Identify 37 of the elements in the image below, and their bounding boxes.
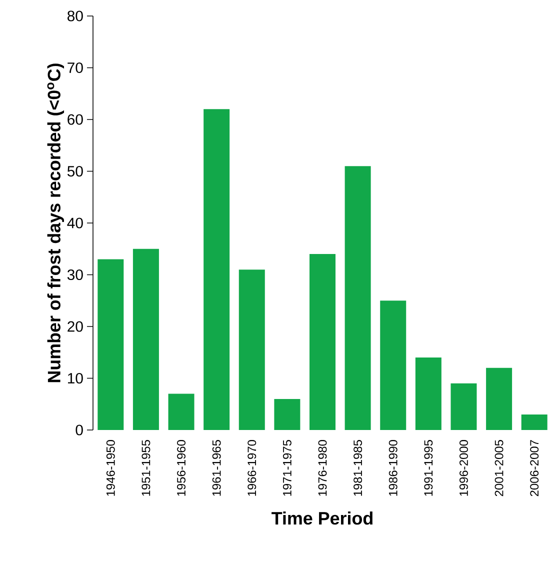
bar [132, 248, 159, 430]
bar [380, 300, 406, 430]
y-tick-label: 20 [68, 321, 83, 332]
bar [168, 394, 194, 430]
y-axis-title: Number of frost days recorded (<0$^{o}$C) [47, 64, 64, 382]
x-axis-title: Time Period [272, 512, 372, 525]
y-tick-label: 60 [68, 114, 83, 125]
x-tick-label: 2001-2005 [494, 440, 504, 496]
x-tick-label: 1961-1965 [212, 440, 221, 496]
y-tick-label: 0 [76, 424, 83, 436]
x-tick-label: 1996-2000 [460, 440, 468, 496]
y-tick-label: 40 [67, 218, 83, 228]
bar [98, 259, 124, 430]
x-tick-label: 1966-1970 [248, 440, 256, 496]
x-tick-label: 1956-1960 [177, 440, 186, 496]
y-tick-label: 80 [68, 10, 83, 22]
bar [204, 109, 230, 430]
x-tick-label: 1951-1955 [142, 440, 150, 496]
y-tick-label: 50 [67, 166, 83, 177]
bar [450, 383, 477, 430]
bar [238, 270, 265, 430]
x-tick-label: 2006-2007 [530, 440, 539, 496]
x-tick-label: 1971-1975 [282, 440, 292, 496]
bar [274, 398, 300, 430]
x-tick-label: 1986-1990 [388, 440, 398, 496]
y-tick-label: 10 [68, 372, 83, 384]
bar [521, 414, 548, 430]
bar [310, 254, 336, 430]
x-tick-label: 1991-1995 [424, 440, 433, 496]
bar [344, 166, 371, 430]
bar [486, 368, 512, 430]
bar [415, 358, 442, 430]
x-tick-label: 1946-1950 [106, 440, 115, 496]
y-tick-label: 30 [67, 269, 83, 280]
x-tick-label: 1976-1980 [318, 440, 327, 496]
y-tick-label: 70 [68, 62, 83, 74]
x-tick-label: 1981-1985 [354, 440, 362, 496]
